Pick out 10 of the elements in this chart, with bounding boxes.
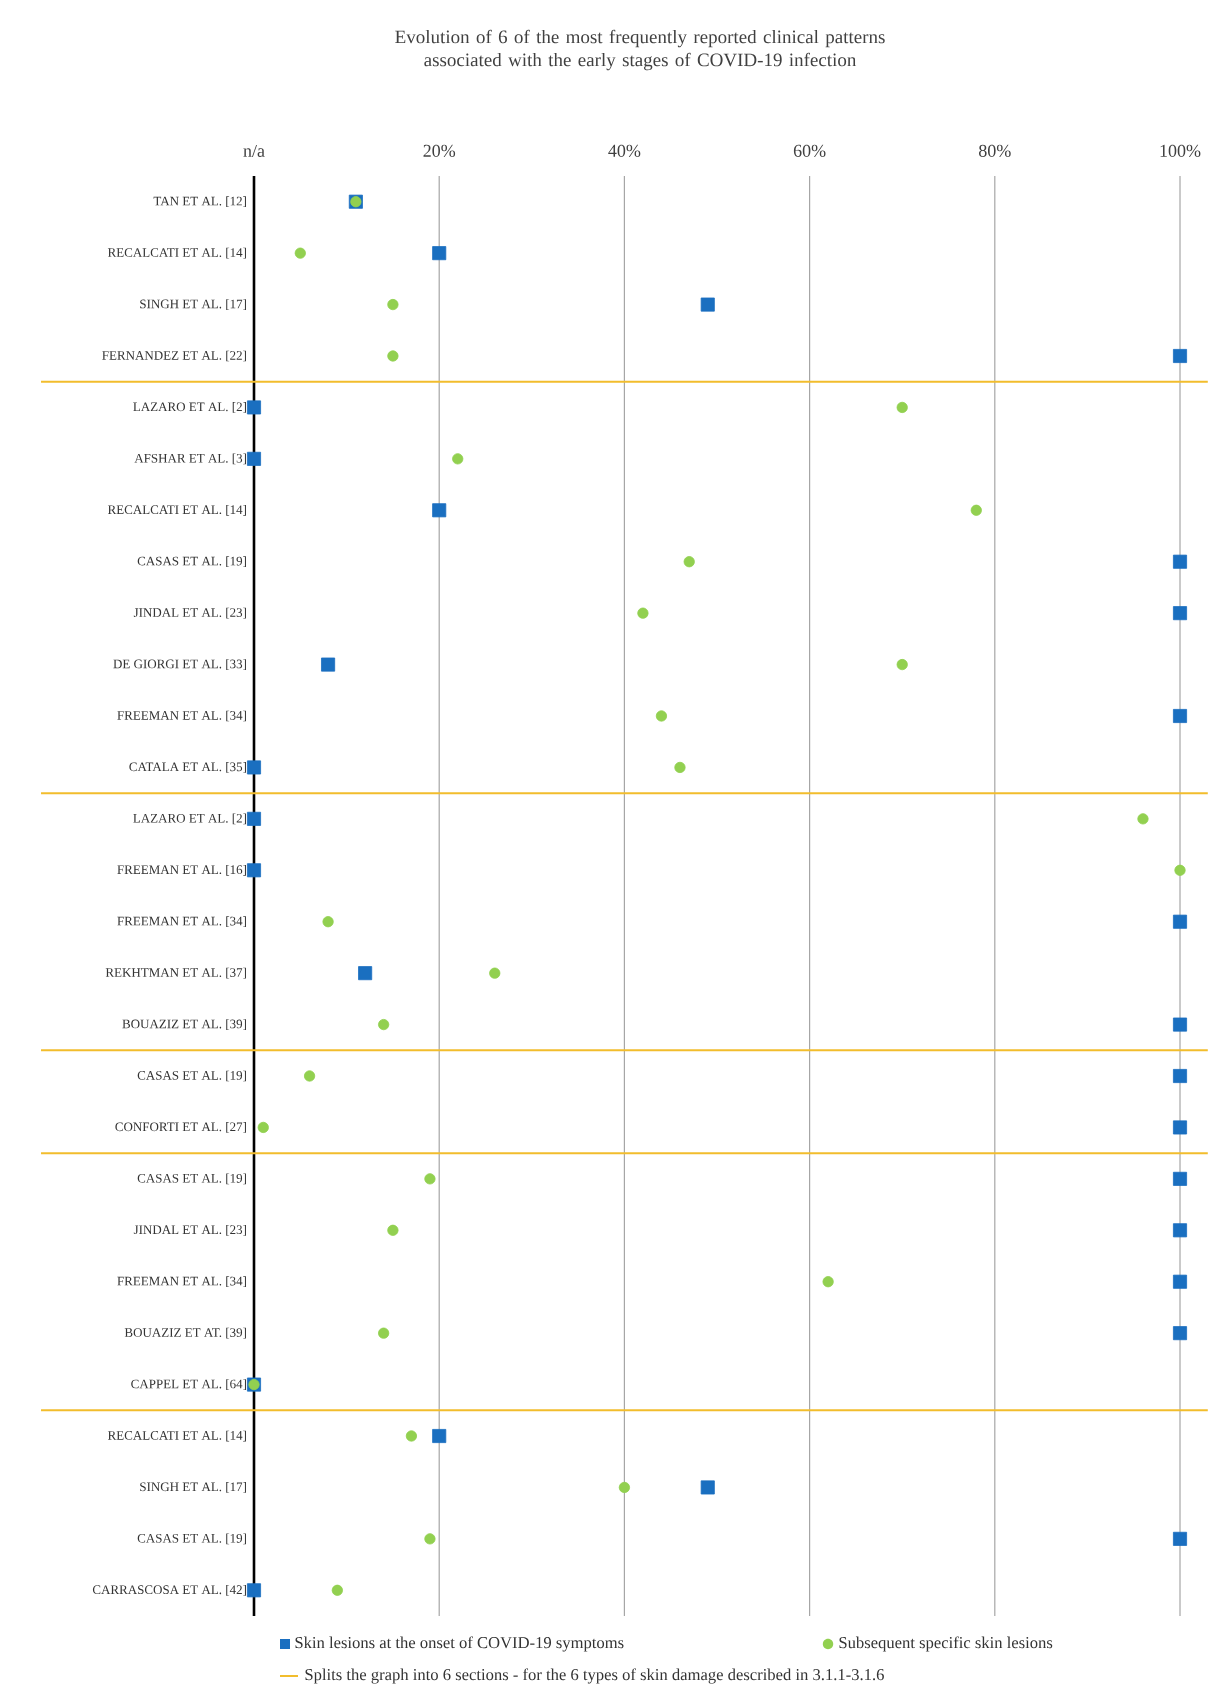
x-tick-label: n/a (243, 144, 265, 157)
chart-title: Evolution of 6 of the most frequently reported clinical patterns associated with the early stages of COVID-19 infection (395, 29, 885, 71)
x-tick-label: 20% (423, 144, 456, 157)
x-tick-label: 100% (1160, 144, 1201, 157)
x-tick-label: 60% (793, 144, 826, 157)
legend-label: Subsequent specific skin lesions (839, 1636, 1053, 1652)
x-tick-label: 40% (608, 144, 641, 157)
x-tick-label: 80% (979, 144, 1011, 157)
text: Splits the graph into 6 sections - for the 6 types of skin damage described in 3.1.1-3.1.6 (305, 1668, 884, 1684)
legend-label: Skin lesions at the onset of COVID-19 symptoms (295, 1636, 624, 1652)
